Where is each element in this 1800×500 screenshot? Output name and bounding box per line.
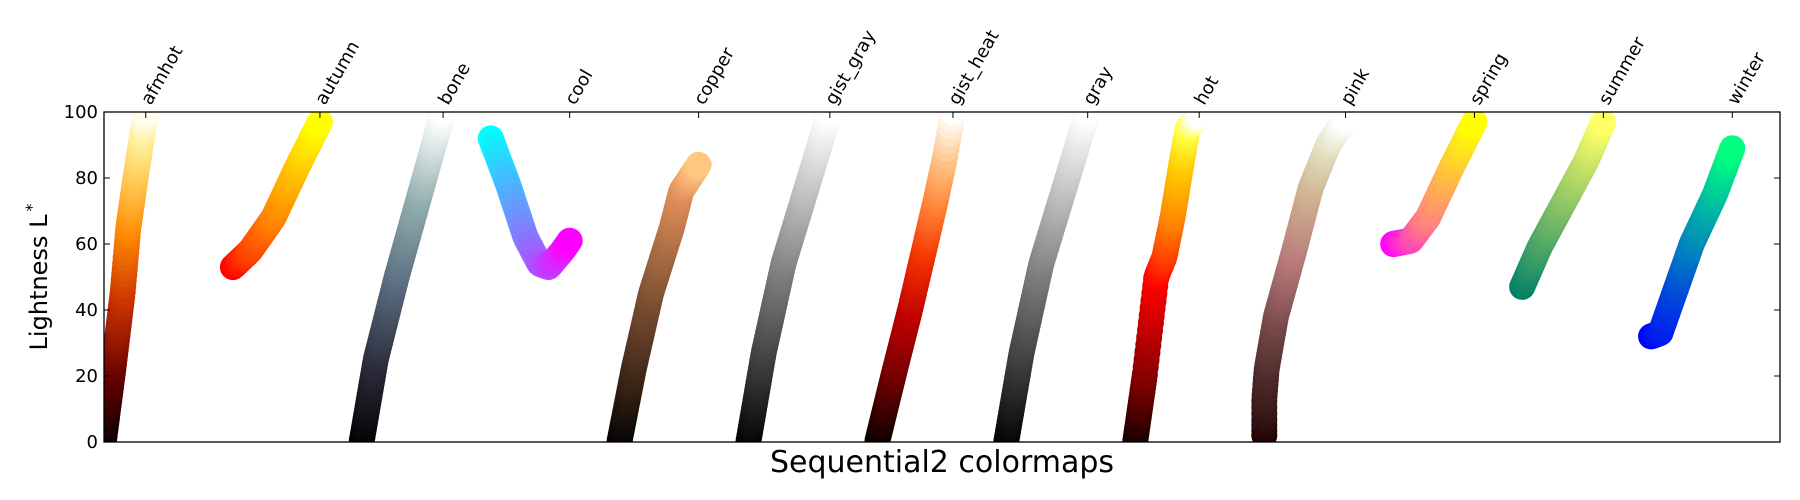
data-point (1719, 135, 1746, 162)
x-tick-label-gist_heat: gist_heat (944, 27, 1003, 109)
data-point (1461, 112, 1488, 135)
x-tick-label-hot: hot (1190, 72, 1223, 108)
series-cool (477, 125, 583, 280)
x-tick-label-copper: copper (690, 44, 740, 109)
x-tick-label-autumn: autumn (311, 38, 364, 109)
series-afmhot (104, 112, 159, 442)
x-tick-label-bone: bone (434, 59, 475, 108)
data-point (430, 112, 457, 125)
data-point (1590, 112, 1617, 135)
y-tick-label: 80 (75, 168, 98, 189)
x-tick-label-pink: pink (1337, 64, 1375, 108)
data-point (939, 112, 966, 125)
x-axis-category-labels: afmhot autumn bone cool copper gist_gray gist_… (137, 26, 1770, 118)
plot-area (104, 112, 1746, 442)
y-axis-title-text: Lightness L (25, 214, 53, 351)
y-tick-label: 40 (75, 300, 98, 321)
data-point (132, 112, 159, 125)
series-gist_heat (864, 112, 966, 442)
data-point (556, 227, 583, 254)
y-tick-label: 20 (75, 366, 98, 387)
data-point (1186, 112, 1213, 129)
x-tick-label-summer: summer (1595, 33, 1651, 108)
y-axis-title-superscript: * (22, 204, 41, 212)
x-axis-title: Sequential2 colormaps (770, 445, 1114, 480)
data-point (1074, 112, 1101, 125)
plot-frame (103, 111, 1781, 443)
data-point (816, 112, 843, 125)
x-tick-label-winter: winter (1723, 48, 1770, 108)
series-gray (993, 112, 1101, 442)
x-tick-label-afmhot: afmhot (137, 42, 187, 108)
y-tick-label: 60 (75, 234, 98, 255)
x-tick-label-spring: spring (1466, 49, 1512, 108)
series-winter (1638, 135, 1746, 350)
data-point (306, 112, 333, 135)
series-copper (606, 151, 712, 442)
data-point (685, 151, 712, 178)
series-spring (1380, 112, 1488, 257)
y-tick-label: 0 (87, 432, 98, 453)
x-tick-label-cool: cool (561, 66, 598, 108)
series-bone (348, 112, 457, 442)
series-gist_gray (735, 112, 843, 442)
series-summer (1509, 112, 1617, 300)
y-axis: 0 20 40 60 80 100 (64, 102, 1780, 453)
data-point (1332, 112, 1359, 132)
y-tick-label: 100 (64, 102, 98, 123)
x-tick-label-gray: gray (1079, 63, 1118, 109)
x-tick-label-gist_gray: gist_gray (821, 26, 881, 108)
series-hot (1122, 112, 1213, 442)
y-axis-title: Lightness L * (22, 204, 53, 351)
series-pink (1251, 112, 1359, 442)
series-autumn (219, 112, 333, 281)
